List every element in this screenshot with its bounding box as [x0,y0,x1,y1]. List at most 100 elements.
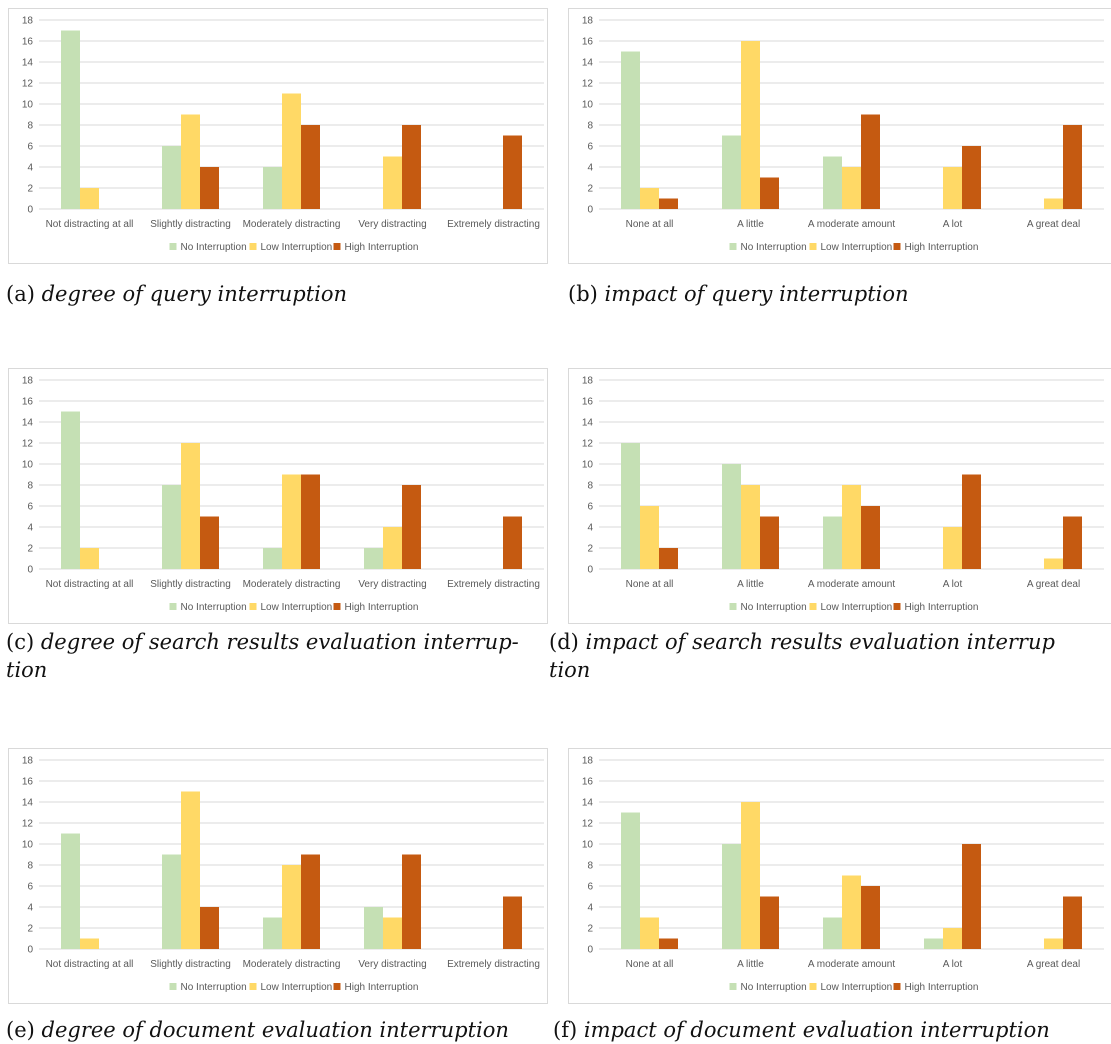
bar-high-interruption [1063,516,1082,569]
caption-label: (f) [553,1018,578,1042]
bar-low-interruption [80,548,99,569]
bar-low-interruption [282,865,301,949]
bar-no-interruption [162,485,181,569]
legend-swatch [729,603,737,610]
bar-low-interruption [282,474,301,569]
y-tick-label: 4 [27,163,33,174]
bar-high-interruption [200,907,219,949]
caption-e: (e) degree of document evaluation interr… [6,1016,509,1044]
bar-high-interruption [659,938,678,949]
legend-label: Low Interruption [261,242,333,253]
bar-no-interruption [263,167,282,209]
x-category-label: A lot [943,579,963,590]
caption-a: (a) degree of query interruption [6,280,347,308]
bar-high-interruption [760,516,779,569]
legend-label: Low Interruption [261,602,333,613]
bar-no-interruption [263,548,282,569]
bar-high-interruption [962,474,981,569]
legend-swatch [893,603,901,610]
chart-svg: 0 2 4 6 8 10 12 14 16 18 None at all A little A mode… [582,16,1104,253]
bar-no-interruption [162,854,181,949]
chart-svg: 0 2 4 6 8 10 12 14 16 18 Not distracting at all Sli… [22,376,544,613]
x-category-label: A little [737,219,764,230]
bar-high-interruption [200,516,219,569]
y-tick-label: 4 [27,523,33,534]
y-tick-label: 0 [587,945,593,956]
x-category-label: Extremely distracting [447,959,540,970]
bar-no-interruption [722,844,741,949]
x-category-label: Extremely distracting [447,219,540,230]
bar-low-interruption [842,485,861,569]
x-category-label: A moderate amount [808,959,895,970]
y-tick-label: 10 [22,460,34,471]
bar-low-interruption [181,114,200,209]
bar-high-interruption [861,506,880,569]
y-tick-label: 10 [22,100,34,111]
x-category-label: A moderate amount [808,219,895,230]
x-category-label: A little [737,959,764,970]
y-tick-label: 18 [582,376,594,387]
y-tick-label: 2 [587,544,593,555]
legend-label: High Interruption [905,982,979,993]
bar-high-interruption [301,125,320,209]
chart-f: 0 2 4 6 8 10 12 14 16 18 None at all A little A mode… [568,748,1111,1004]
caption-text: impact of query interruption [604,282,909,306]
bar-low-interruption [181,443,200,569]
bar-no-interruption [621,51,640,209]
x-category-label: Not distracting at all [46,219,134,230]
bar-high-interruption [1063,125,1082,209]
x-category-label: A great deal [1027,959,1080,970]
y-tick-label: 8 [587,481,593,492]
x-category-label: None at all [626,219,674,230]
bar-high-interruption [861,886,880,949]
legend-swatch [809,603,817,610]
x-category-label: Moderately distracting [243,579,341,590]
bar-no-interruption [263,917,282,949]
caption-text: degree of document evaluation interrupti… [41,1018,509,1042]
bar-high-interruption [1063,896,1082,949]
y-tick-label: 8 [27,121,33,132]
bar-low-interruption [383,527,402,569]
bar-high-interruption [861,114,880,209]
legend-label: Low Interruption [821,602,893,613]
legend-label: No Interruption [181,242,247,253]
bar-low-interruption [943,527,962,569]
legend-swatch [249,243,257,250]
bar-high-interruption [402,854,421,949]
legend-label: No Interruption [741,242,807,253]
bar-high-interruption [503,516,522,569]
bar-no-interruption [823,516,842,569]
legend-swatch [169,603,177,610]
y-tick-label: 6 [27,142,33,153]
bar-high-interruption [402,125,421,209]
bar-low-interruption [741,485,760,569]
y-tick-label: 10 [582,100,594,111]
y-tick-label: 0 [27,205,33,216]
y-tick-label: 4 [587,163,593,174]
legend-label: High Interruption [345,242,419,253]
bar-no-interruption [722,464,741,569]
chart-svg: 0 2 4 6 8 10 12 14 16 18 None at all A little A mode… [582,376,1104,613]
x-category-label: A lot [943,959,963,970]
legend-swatch [333,243,341,250]
bar-low-interruption [640,188,659,209]
bar-low-interruption [943,928,962,949]
chart-svg: 0 2 4 6 8 10 12 14 16 18 None at all A little A mode… [582,756,1104,993]
y-tick-label: 2 [587,924,593,935]
y-tick-label: 16 [582,777,594,788]
caption-text: impact of search results evaluation inte… [585,630,1055,654]
bar-low-interruption [741,41,760,209]
y-tick-label: 10 [22,840,34,851]
x-category-label: A moderate amount [808,579,895,590]
bar-low-interruption [80,938,99,949]
bar-low-interruption [842,167,861,209]
legend-label: No Interruption [181,602,247,613]
bar-high-interruption [402,485,421,569]
bar-low-interruption [842,875,861,949]
legend-label: High Interruption [905,242,979,253]
caption-label: (e) [6,1018,35,1042]
legend-swatch [333,983,341,990]
legend-swatch [729,983,737,990]
legend-label: No Interruption [741,602,807,613]
bar-no-interruption [364,907,383,949]
